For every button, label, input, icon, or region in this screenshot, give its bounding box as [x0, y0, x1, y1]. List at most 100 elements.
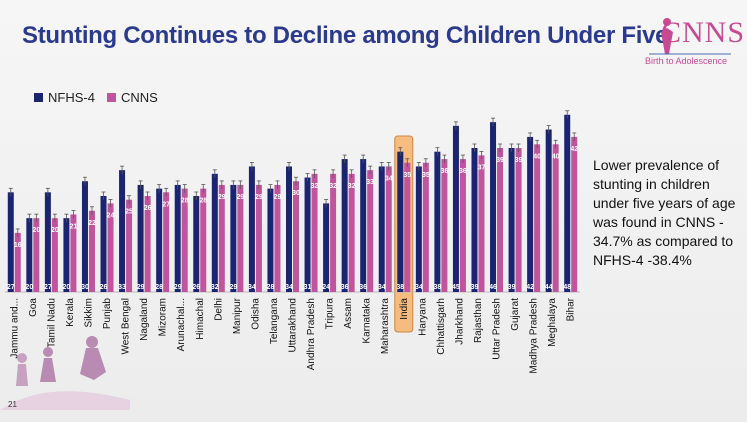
data-label: 28 [181, 198, 189, 205]
data-label: 40 [552, 153, 560, 160]
data-label: 34 [248, 284, 256, 291]
bar-cnns [51, 218, 58, 292]
bar-nfhs4 [564, 114, 571, 293]
data-label: 33 [366, 179, 374, 186]
category-label: Telangana [269, 298, 280, 345]
bar-nfhs4 [545, 129, 552, 292]
data-label: 20 [63, 284, 71, 291]
category-label: Odisha [250, 298, 261, 330]
bar-cnns [552, 144, 559, 292]
data-label: 36 [341, 284, 349, 291]
category-label: West Bengal [121, 298, 132, 355]
data-label: 40 [533, 153, 541, 160]
category-label: Sikkim [83, 298, 94, 327]
category-label: Bihar [566, 297, 577, 321]
bar-cnns [293, 181, 299, 292]
bar-nfhs4 [471, 148, 478, 292]
bar-nfhs4 [378, 166, 385, 292]
bar-cnns [311, 173, 318, 292]
data-label: 32 [329, 183, 337, 190]
bar-cnns [200, 188, 207, 292]
data-label: 20 [32, 227, 40, 234]
category-label: Assam [343, 298, 354, 329]
category-label: Andhra Pradesh [306, 298, 317, 370]
summary-note: Lower prevalence of stunting in children… [593, 157, 736, 268]
data-label: 34 [378, 284, 386, 291]
data-label: 45 [452, 284, 460, 291]
data-label: 30 [292, 190, 300, 197]
data-label: 28 [199, 198, 207, 205]
cnns-logo: CNNS Birth to Adolescence [639, 10, 744, 72]
bar-nfhs4 [397, 151, 404, 292]
bar-cnns [107, 203, 114, 292]
bar-nfhs4 [100, 196, 107, 292]
bar-nfhs4 [323, 203, 330, 292]
data-label: 36 [440, 168, 448, 175]
data-label: 22 [88, 220, 96, 227]
bar-nfhs4 [360, 159, 367, 292]
data-label: 25 [125, 209, 133, 216]
bar-cnns [88, 210, 95, 292]
logo-figure-icon [649, 18, 731, 55]
bar-nfhs4 [81, 181, 88, 292]
children-silhouette-icon [0, 336, 130, 410]
data-label: 30 [81, 284, 89, 291]
bar-nfhs4 [490, 122, 497, 293]
data-label: 21 [70, 223, 78, 230]
data-label: 39 [496, 157, 504, 164]
bar-nfhs4 [341, 159, 348, 292]
bar-cnns [14, 232, 21, 292]
category-label: Madhya Pradesh [529, 298, 540, 374]
bar-nfhs4 [119, 170, 126, 292]
logo-tagline: Birth to Adolescence [645, 56, 728, 66]
data-label: 32 [211, 284, 219, 291]
bar-nfhs4 [26, 218, 33, 292]
category-label: Goa [28, 298, 39, 317]
data-label: 34 [415, 284, 423, 291]
bar-nfhs4 [248, 166, 255, 292]
legend-label-cnns: CNNS [120, 90, 158, 105]
data-label: 26 [192, 284, 200, 291]
category-label: Uttarakhand [288, 298, 299, 352]
category-label: Haryana [417, 298, 428, 336]
bar-nfhs4 [7, 192, 14, 292]
legend-item-cnns: CNNS [106, 90, 158, 105]
data-label: 46 [489, 284, 497, 291]
data-label: 26 [144, 205, 152, 212]
category-label: Mizoram [158, 298, 169, 336]
bar-cnns [163, 192, 170, 292]
category-label: Jharkhand [454, 298, 465, 345]
data-label: 48 [563, 284, 571, 291]
bar-cnns [274, 184, 281, 292]
category-label: Delhi [213, 298, 224, 321]
bar-cnns [181, 188, 188, 292]
data-label: 29 [218, 194, 226, 201]
bar-nfhs4 [508, 148, 515, 292]
data-label: 28 [155, 284, 163, 291]
data-label: 36 [359, 284, 367, 291]
data-label: 34 [385, 175, 393, 182]
data-label: 38 [396, 284, 404, 291]
category-label: Chhattisgarh [436, 298, 447, 355]
data-label: 20 [25, 284, 33, 291]
data-label: 33 [118, 284, 126, 291]
category-label: Meghalaya [547, 298, 558, 347]
data-label: 29 [174, 284, 182, 291]
data-label: 24 [322, 284, 330, 291]
bar-nfhs4 [174, 184, 181, 292]
page-number: 21 [8, 400, 17, 409]
bar-nfhs4 [63, 218, 70, 292]
data-label: 35 [403, 172, 411, 179]
category-label: Arunachal... [176, 298, 187, 351]
legend-swatch-nfhs4 [34, 93, 43, 102]
bar-cnns [33, 218, 40, 292]
bar-nfhs4 [267, 188, 274, 292]
category-label: Punjab [102, 298, 113, 330]
data-label: 29 [137, 284, 145, 291]
data-label: 20 [51, 227, 59, 234]
bar-nfhs4 [452, 125, 459, 292]
category-label: Gujarat [510, 298, 521, 331]
bar-cnns [330, 173, 337, 292]
bar-nfhs4 [304, 177, 311, 292]
